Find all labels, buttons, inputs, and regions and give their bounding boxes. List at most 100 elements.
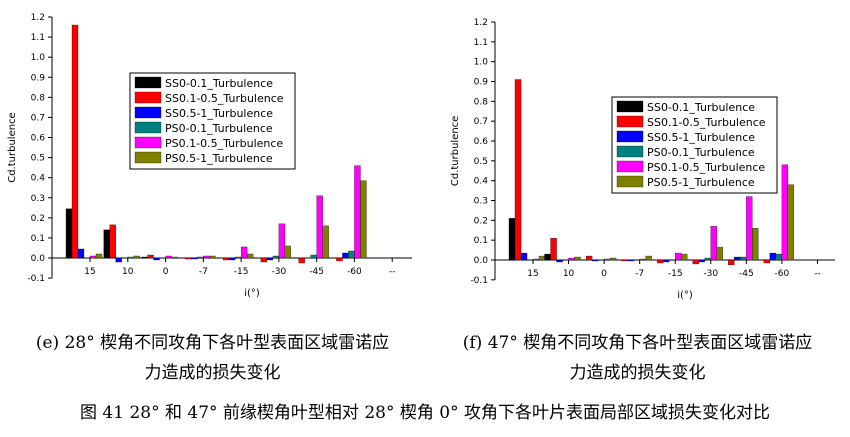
legend-label: SS0.1-0.5_Turbulence (165, 92, 284, 105)
x-axis-label: i(°) (677, 290, 693, 301)
x-tick-label: -- (814, 269, 821, 279)
caption-e: (e) 28° 楔角不同攻角下各叶型表面区域雷诺应 力造成的损失变化 (0, 328, 425, 388)
bar (147, 254, 154, 259)
bar (260, 257, 268, 263)
x-tick-label: -30 (703, 269, 718, 279)
legend-label: SS0.5-1_Turbulence (647, 131, 755, 144)
legend: SS0-0.1_Turbulence SS0.1-0.5_Turbulence SS… (129, 72, 296, 170)
bar (645, 255, 652, 261)
bar (574, 256, 581, 261)
bar (336, 257, 343, 262)
legend-swatch (134, 151, 162, 164)
y-tick-label: -0.1 (27, 274, 45, 284)
y-tick-label: 1.2 (31, 13, 45, 23)
y-tick-label: 0.8 (31, 93, 46, 103)
figure-caption: 图 41 28° 和 47° 前缘楔角叶型相对 28° 楔角 0° 攻角下各叶片… (80, 403, 770, 423)
bar (197, 256, 204, 259)
legend-swatch (616, 145, 644, 158)
x-tick-label: -60 (775, 269, 790, 279)
x-tick-label: 15 (84, 267, 95, 277)
legend-swatch (134, 106, 162, 119)
bar (710, 226, 717, 261)
chart-e: -0.1 0.0 0.1 0.2 0.3 0.4 0.5 0.6 0.7 0.8 0.9 1.0 1.1… (7, 13, 412, 299)
bar (603, 258, 611, 261)
legend-label: SS0.5-1_Turbulence (165, 107, 273, 120)
x-tick-label: -45 (739, 269, 754, 279)
y-tick-label: 0.9 (474, 78, 489, 88)
y-tick-label: 0.8 (474, 97, 489, 107)
legend-swatch (134, 76, 162, 89)
bar (109, 224, 116, 259)
y-tick-label: 0.0 (31, 254, 46, 264)
x-tick-label: 10 (122, 267, 134, 277)
caption-f-line2: 力造成的损失变化 (569, 363, 706, 383)
y-tick-label: 0.3 (31, 194, 45, 204)
bar (692, 259, 699, 265)
x-tick-label: -60 (347, 267, 362, 277)
legend-swatch (134, 91, 162, 104)
x-tick-label: -- (389, 267, 396, 277)
bar (316, 195, 323, 259)
y-tick-label: 0.0 (474, 256, 489, 266)
bar (65, 208, 73, 259)
y-tick-label: 0.5 (474, 157, 488, 167)
legend-swatch (134, 136, 162, 149)
y-tick-label: 0.7 (474, 117, 488, 127)
legend-label: PS0.1-0.5_Turbulence (165, 137, 283, 150)
caption-f-line1: (f) 47° 楔角不同攻角下各叶型表面区域雷诺应 (462, 333, 813, 353)
bar (222, 257, 230, 261)
y-tick-label: 0.6 (31, 134, 46, 144)
bar (556, 259, 563, 263)
y-tick-label: 0.3 (474, 197, 488, 207)
bar (675, 252, 682, 261)
bar (591, 259, 599, 262)
bar (141, 256, 148, 259)
y-tick-label: 0.5 (31, 154, 45, 164)
bar (752, 228, 759, 261)
bar (657, 259, 664, 264)
bar (272, 255, 280, 259)
chart-f: -0.1 0.0 0.1 0.2 0.3 0.4 0.5 0.6 0.7 0.8 0.9 1.0 1.1… (450, 18, 835, 301)
x-tick-label: -7 (199, 267, 208, 277)
legend: SS0-0.1_Turbulence SS0.1-0.5_Turbulence SS… (611, 96, 778, 194)
bar (508, 218, 516, 261)
bar (203, 255, 210, 259)
legend-label: PS0-0.1_Turbulence (165, 122, 273, 135)
bar (77, 248, 85, 259)
bar (348, 250, 355, 259)
legend-label: SS0.1-0.5_Turbulence (647, 116, 766, 129)
x-tick-label: 10 (563, 269, 575, 279)
legend-swatch (616, 160, 644, 173)
bar (775, 253, 783, 261)
y-tick-label: 0.4 (474, 177, 489, 187)
caption-f: (f) 47° 楔角不同攻角下各叶型表面区域雷诺应 力造成的损失变化 (425, 328, 850, 388)
bar (639, 258, 646, 261)
bar (763, 259, 771, 264)
bar (787, 184, 795, 261)
bar (171, 256, 178, 259)
bar (165, 255, 172, 259)
bar (728, 259, 735, 266)
bar (585, 255, 593, 261)
x-tick-label: -30 (272, 267, 287, 277)
bar (544, 253, 551, 261)
y-tick-label: 0.6 (474, 137, 489, 147)
y-tick-label: 1.1 (474, 38, 488, 48)
x-tick-label: -15 (668, 269, 683, 279)
y-tick-label: 0.2 (31, 214, 45, 224)
bar (740, 256, 747, 261)
y-tick-label: -0.1 (470, 276, 488, 286)
y-tick-label: 1.2 (474, 18, 488, 28)
bar (310, 254, 317, 259)
legend-label: PS0.5-1_Turbulence (647, 176, 755, 189)
bar (698, 259, 705, 263)
caption-e-line1: (e) 28° 楔角不同攻角下各叶型表面区域雷诺应 (35, 333, 390, 353)
bar (103, 229, 110, 259)
bar (734, 256, 741, 261)
legend-swatch (616, 175, 644, 188)
x-tick-label: 0 (163, 267, 169, 277)
bar (681, 253, 688, 261)
y-tick-label: 0.2 (474, 216, 488, 226)
bar (153, 257, 160, 261)
legend-swatch (616, 100, 644, 113)
